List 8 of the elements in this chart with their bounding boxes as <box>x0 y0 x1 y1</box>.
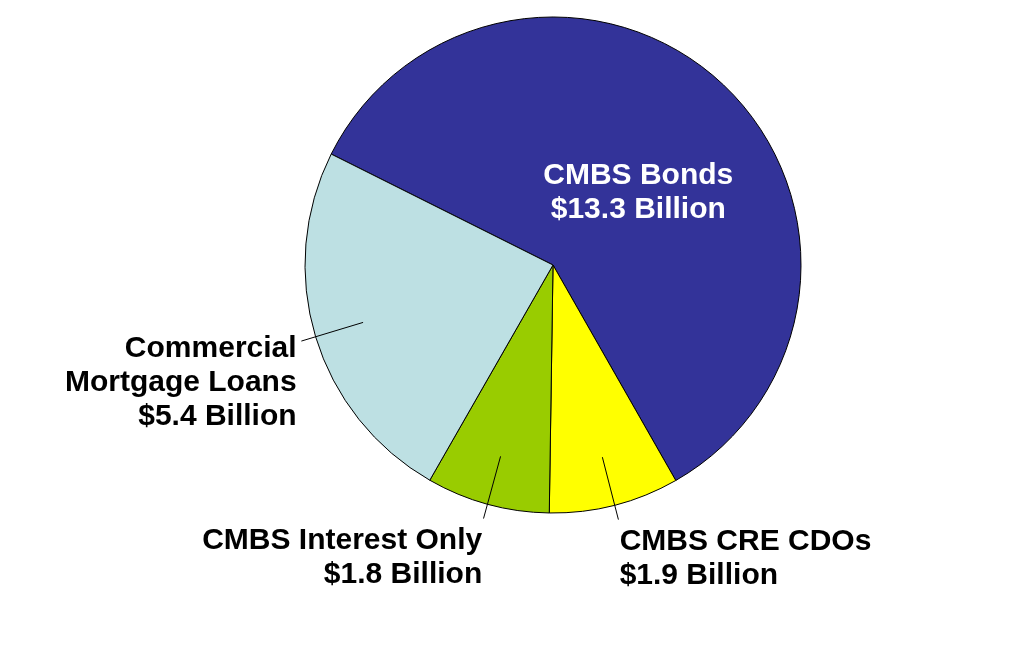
data-label: $5.4 Billion <box>138 397 297 431</box>
data-label: $13.3 Billion <box>550 190 726 224</box>
slice-label: CMBS CRE CDOs <box>619 523 872 557</box>
slice-label: Commercial Mortgage Loans <box>64 329 297 397</box>
data-label: $1.8 Billion <box>323 556 483 590</box>
slice-label: CMBS Interest Only <box>202 522 483 556</box>
slice-label: CMBS Bonds <box>543 156 734 190</box>
data-label: $1.9 Billion <box>619 557 779 591</box>
